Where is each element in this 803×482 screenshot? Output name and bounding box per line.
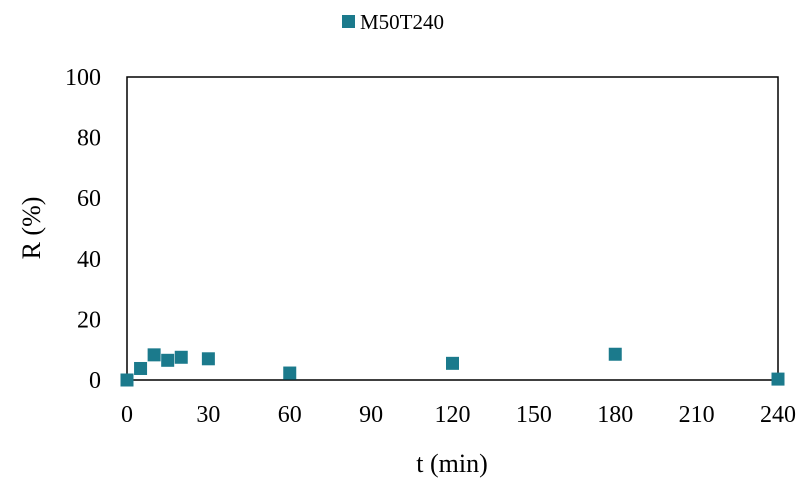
x-tick-label: 180 xyxy=(597,402,633,428)
x-axis-title: t (min) xyxy=(416,449,488,478)
data-point xyxy=(201,352,215,366)
data-point xyxy=(161,353,175,367)
y-tick-label: 60 xyxy=(77,186,101,212)
y-axis-ticks: 0 20 40 60 80 100 xyxy=(65,65,101,394)
data-point xyxy=(608,347,622,361)
y-tick-label: 80 xyxy=(77,126,101,152)
data-point xyxy=(283,366,297,380)
y-tick-label: 100 xyxy=(65,65,101,91)
legend-label: M50T240 xyxy=(360,10,444,34)
x-tick-label: 90 xyxy=(359,402,383,428)
x-tick-label: 150 xyxy=(516,402,552,428)
data-point xyxy=(134,361,148,375)
data-point xyxy=(147,348,161,362)
x-tick-label: 240 xyxy=(760,402,796,428)
y-tick-label: 0 xyxy=(89,368,101,394)
data-point xyxy=(174,350,188,364)
x-tick-label: 30 xyxy=(196,402,220,428)
x-axis-ticks: 0 30 60 90 120 150 180 210 240 xyxy=(121,402,796,428)
data-point xyxy=(446,356,459,370)
data-point xyxy=(120,373,134,387)
x-tick-label: 120 xyxy=(435,402,471,428)
legend-marker xyxy=(342,15,355,28)
y-tick-label: 20 xyxy=(77,307,101,333)
plot-area xyxy=(126,76,779,381)
x-tick-label: 210 xyxy=(679,402,715,428)
data-point xyxy=(771,372,785,386)
data-points xyxy=(120,347,785,387)
x-tick-label: 60 xyxy=(278,402,302,428)
y-axis-title: R (%) xyxy=(17,197,46,260)
y-tick-label: 40 xyxy=(77,247,101,273)
legend: M50T240 xyxy=(342,10,444,34)
x-tick-label: 0 xyxy=(121,402,133,428)
